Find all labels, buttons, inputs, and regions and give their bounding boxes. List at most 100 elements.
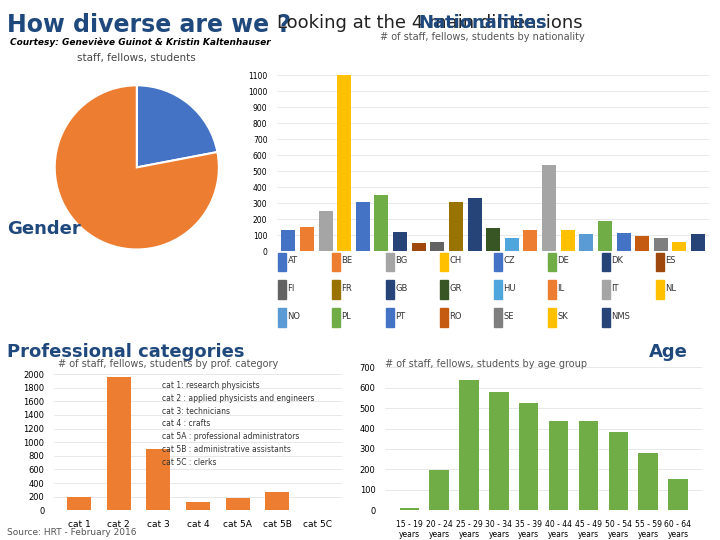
Wedge shape (55, 85, 219, 249)
Bar (449, 201, 463, 251)
Bar (639, 453, 658, 510)
Bar (278, 280, 286, 299)
Text: FI: FI (287, 285, 295, 293)
Bar (494, 253, 502, 271)
Bar (602, 308, 610, 327)
Title: staff, fellows, students: staff, fellows, students (78, 52, 196, 63)
Text: BG: BG (395, 256, 408, 266)
Bar (579, 421, 598, 510)
Bar (266, 492, 289, 510)
Bar (548, 253, 556, 271)
Bar (598, 221, 612, 251)
Text: AT: AT (287, 256, 297, 266)
Bar (542, 165, 556, 251)
Text: Source: HRT - February 2016: Source: HRT - February 2016 (7, 528, 137, 537)
Text: IL: IL (557, 285, 564, 293)
Bar (656, 253, 664, 271)
Bar (505, 238, 519, 251)
Text: ES: ES (665, 256, 676, 266)
Bar (386, 308, 394, 327)
Text: RO: RO (449, 312, 462, 321)
Bar (107, 377, 130, 510)
Bar (386, 280, 394, 299)
Text: Courtesy: Geneviève Guinot & Kristin Kaltenhauser: Courtesy: Geneviève Guinot & Kristin Kal… (9, 37, 270, 46)
Bar (489, 392, 508, 510)
Text: Professional categories: Professional categories (7, 343, 245, 361)
Bar (602, 280, 610, 299)
Text: Age: Age (649, 343, 688, 361)
Bar (146, 449, 170, 510)
Text: DK: DK (611, 256, 624, 266)
Bar (440, 253, 448, 271)
Text: HU: HU (503, 285, 516, 293)
Bar (672, 241, 686, 251)
Bar (635, 236, 649, 251)
Bar (486, 228, 500, 251)
Bar (548, 308, 556, 327)
Text: PL: PL (341, 312, 351, 321)
Bar (440, 280, 448, 299)
Bar (332, 253, 340, 271)
Text: # of staff, fellows, students by prof. category: # of staff, fellows, students by prof. c… (58, 359, 278, 369)
Bar (549, 421, 568, 510)
Text: F
22%: F 22% (194, 84, 222, 112)
Bar (319, 211, 333, 251)
Text: # of staff, fellows, students by age group: # of staff, fellows, students by age gro… (385, 359, 588, 369)
Bar (459, 381, 479, 510)
Bar (429, 470, 449, 510)
Bar (602, 253, 610, 271)
Bar (300, 227, 314, 251)
Text: NL: NL (665, 285, 677, 293)
Bar (440, 308, 448, 327)
Bar (356, 201, 370, 251)
Bar (616, 233, 631, 251)
Bar (656, 280, 664, 299)
Bar (519, 403, 539, 510)
Text: PT: PT (395, 312, 405, 321)
Text: Gender: Gender (7, 220, 81, 239)
Bar (494, 308, 502, 327)
Text: cat 1: research physicists
cat 2 : applied physicists and engineers
cat 3: techn: cat 1: research physicists cat 2 : appli… (162, 381, 315, 467)
Text: SE: SE (503, 312, 514, 321)
Bar (548, 280, 556, 299)
Text: BE: BE (341, 256, 353, 266)
Text: How diverse are we ?: How diverse are we ? (7, 14, 291, 37)
Bar (467, 198, 482, 251)
Bar (278, 253, 286, 271)
Bar (561, 231, 575, 251)
Bar (186, 502, 210, 510)
Bar (691, 233, 705, 251)
Bar (523, 231, 537, 251)
Bar (431, 241, 444, 251)
Bar (393, 232, 407, 251)
Bar (337, 76, 351, 251)
Bar (580, 233, 593, 251)
Text: NMS: NMS (611, 312, 631, 321)
Bar (332, 280, 340, 299)
Text: SK: SK (557, 312, 568, 321)
Bar (67, 497, 91, 510)
Bar (226, 498, 250, 510)
Bar (668, 478, 688, 510)
Text: Nationalities: Nationalities (418, 14, 546, 31)
Bar (282, 231, 295, 251)
Bar (386, 253, 394, 271)
Text: DE: DE (557, 256, 570, 266)
Text: IT: IT (611, 285, 619, 293)
Text: GR: GR (449, 285, 462, 293)
Bar (374, 195, 389, 251)
Text: GB: GB (395, 285, 408, 293)
Bar (608, 431, 628, 510)
Bar (654, 238, 667, 251)
Text: CH: CH (449, 256, 462, 266)
Text: FR: FR (341, 285, 352, 293)
Wedge shape (137, 85, 217, 167)
Text: # of staff, fellows, students by nationality: # of staff, fellows, students by nationa… (380, 32, 585, 43)
Text: NO: NO (287, 312, 300, 321)
Bar (494, 280, 502, 299)
Text: CZ: CZ (503, 256, 516, 266)
Bar (400, 508, 419, 510)
Bar (412, 243, 426, 251)
Bar (332, 308, 340, 327)
Bar (278, 308, 286, 327)
